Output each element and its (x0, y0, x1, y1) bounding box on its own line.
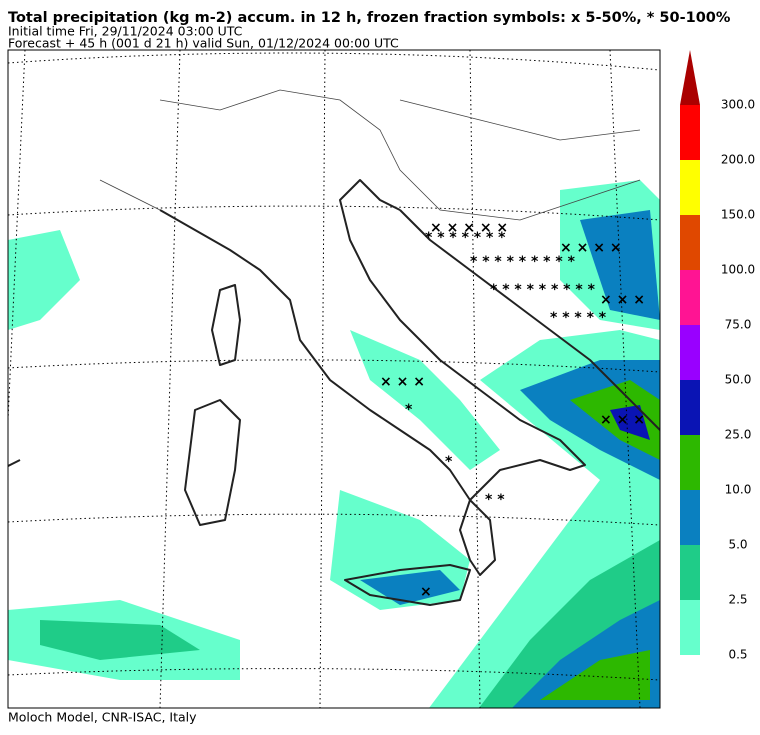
colorbar-label: 50.0 (725, 373, 752, 387)
svg-text:× × × ×: × × × × (560, 240, 622, 256)
colorbar-segment (680, 380, 700, 435)
svg-text:× × × × ×: × × × × × (430, 220, 508, 236)
colorbar-segment (680, 600, 700, 655)
footer: Moloch Model, CNR-ISAC, Italy (8, 710, 197, 725)
svg-text:* * * * *: * * * * * (550, 310, 607, 326)
colorbar-label: 5.0 (728, 538, 747, 552)
colorbar-segment (680, 435, 700, 490)
svg-text:× × ×: × × × (600, 412, 645, 428)
colorbar: 0.5 2.5 5.0 10.0 25.0 50.0 75.0 100.0 150.0 200.0… (680, 50, 755, 662)
map: * * * * * * * * * * * * * * * * * * * * … (7, 49, 661, 709)
frozen-symbols: * * * * * * * * * * * * * * * * * * * * … (380, 220, 645, 600)
graticule (8, 50, 660, 708)
colorbar-segment (680, 270, 700, 325)
precipitation-areas (8, 180, 660, 708)
title: Total precipitation (kg m-2) accum. in 1… (8, 10, 731, 26)
svg-text:* * * * * * * * *: * * * * * * * * * (470, 254, 576, 270)
colorbar-segment (680, 545, 700, 600)
svg-text:* * * * * * *: * * * * * * * (425, 230, 506, 246)
colorbar-segment (680, 160, 700, 215)
coastlines (8, 179, 660, 606)
svg-text:× × ×: × × × (600, 292, 645, 308)
svg-text:× × ×: × × × (380, 374, 425, 390)
colorbar-label: 100.0 (721, 263, 755, 277)
colorbar-label: 75.0 (725, 318, 752, 332)
colorbar-label: 300.0 (721, 98, 755, 112)
colorbar-segment (680, 325, 700, 380)
borders (99, 89, 641, 221)
colorbar-label: 0.5 (728, 648, 747, 662)
colorbar-label: 200.0 (721, 153, 755, 167)
colorbar-label: 150.0 (721, 208, 755, 222)
colorbar-label: 25.0 (725, 428, 752, 442)
svg-text:×: × (420, 584, 432, 600)
colorbar-segment (680, 490, 700, 545)
colorbar-segment (680, 215, 700, 270)
svg-text:*: * (405, 402, 413, 418)
colorbar-arrow (680, 50, 700, 105)
svg-text:* *: * * (485, 492, 505, 508)
colorbar-segment (680, 105, 700, 160)
svg-text:* * * * * * * * *: * * * * * * * * * (490, 282, 596, 298)
initial-time: Initial time Fri, 29/11/2024 03:00 UTC (8, 24, 243, 39)
forecast-time: Forecast + 45 h (001 d 21 h) valid Sun, … (8, 36, 399, 51)
colorbar-label: 10.0 (725, 483, 752, 497)
colorbar-label: 2.5 (728, 593, 747, 607)
svg-text:*: * (445, 454, 453, 470)
